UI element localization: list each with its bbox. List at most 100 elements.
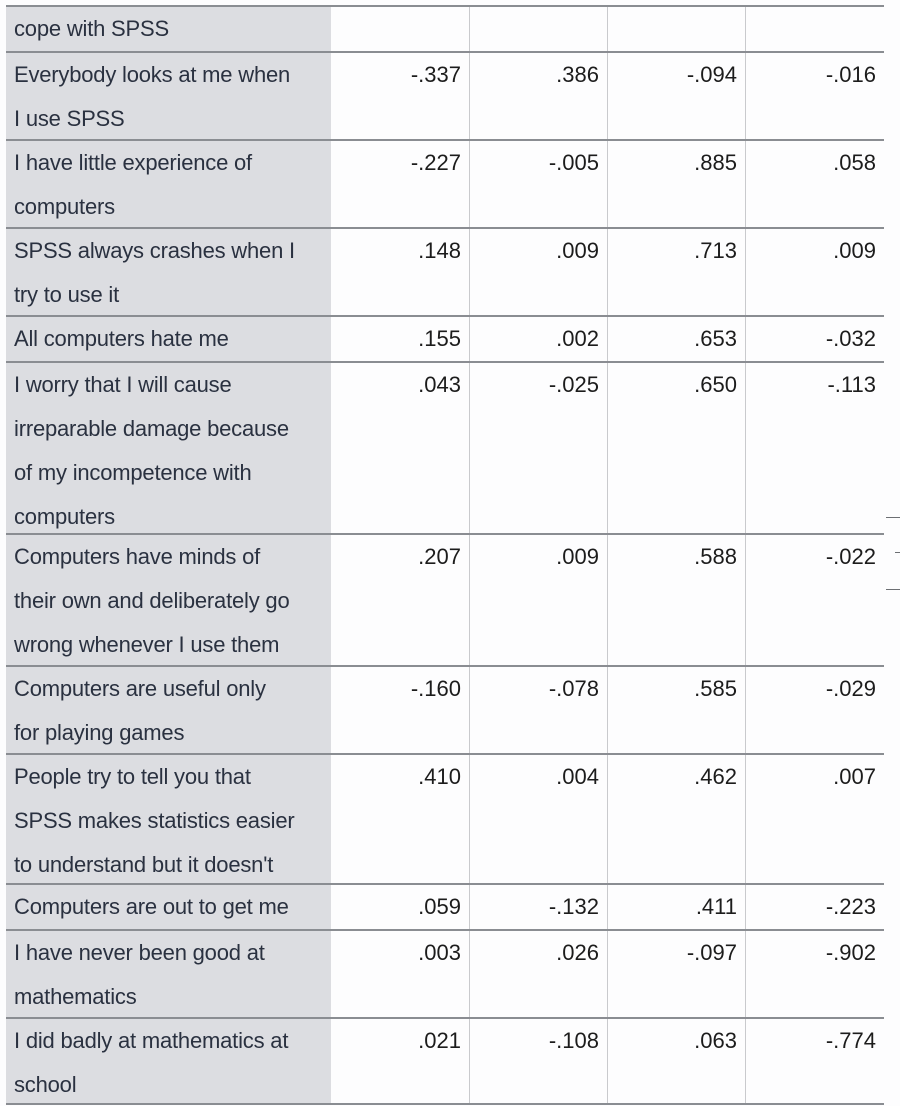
row-label-line: I have never been good at (14, 940, 265, 965)
loading-cell: .021 (331, 1019, 469, 1103)
row-label-line: Everybody looks at me when (14, 62, 291, 87)
loading-cell: .009 (469, 229, 607, 315)
loading-cell: .885 (607, 141, 745, 227)
row-label-line: try to use it (14, 282, 119, 307)
row-label-line: All computers hate me (14, 326, 229, 351)
loading-cell: .713 (607, 229, 745, 315)
loading-cell: .003 (331, 931, 469, 1017)
loading-cell: -.223 (745, 885, 884, 929)
loading-cell: -.902 (745, 931, 884, 1017)
table-row: I have never been good at mathematics .0… (6, 929, 884, 1017)
loading-cell: -.005 (469, 141, 607, 227)
loading-cell: .004 (469, 755, 607, 883)
loading-cell: -.108 (469, 1019, 607, 1103)
row-label: Computers are useful only for playing ga… (6, 667, 331, 753)
row-label-line: cope with SPSS (14, 16, 169, 41)
loading-cell: .059 (331, 885, 469, 929)
row-label-line: I worry that I will cause (14, 372, 232, 397)
table-row: I have little experience of computers -.… (6, 139, 884, 227)
row-label-line: of my incompetence with (14, 460, 252, 485)
row-label: SPSS always crashes when I try to use it (6, 229, 331, 315)
table-row: I did badly at mathematics at school .02… (6, 1017, 884, 1105)
loading-cell: -.097 (607, 931, 745, 1017)
loading-cell: .650 (607, 363, 745, 533)
row-label-line: school (14, 1072, 77, 1097)
row-label-line: mathematics (14, 984, 137, 1009)
loading-cell: -.337 (331, 53, 469, 139)
table-row: cope with SPSS (6, 5, 884, 51)
loading-cell: .043 (331, 363, 469, 533)
row-label-line: SPSS makes statistics easier (14, 808, 295, 833)
loading-cell: .009 (745, 229, 884, 315)
loading-cell: .588 (607, 535, 745, 665)
loading-cell: -.022 (745, 535, 884, 665)
loading-cell: .386 (469, 53, 607, 139)
row-label: People try to tell you that SPSS makes s… (6, 755, 331, 883)
loading-cell: -.113 (745, 363, 884, 533)
row-label: cope with SPSS (6, 7, 331, 51)
table-row: All computers hate me .155 .002 .653 -.0… (6, 315, 884, 361)
factor-loadings-table: cope with SPSS Everybody looks at me whe… (6, 5, 884, 1105)
row-label: I did badly at mathematics at school (6, 1019, 331, 1103)
table-row: Everybody looks at me when I use SPSS -.… (6, 51, 884, 139)
loading-cell: .148 (331, 229, 469, 315)
row-label-line: wrong whenever I use them (14, 632, 280, 657)
loading-cell (331, 7, 469, 51)
loading-cell: .002 (469, 317, 607, 361)
loading-cell: -.132 (469, 885, 607, 929)
loading-cell: .410 (331, 755, 469, 883)
loading-cell: .207 (331, 535, 469, 665)
row-label: I worry that I will cause irreparable da… (6, 363, 331, 533)
loading-cell (745, 7, 884, 51)
row-label-line: computers (14, 194, 115, 219)
row-label-line: irreparable damage because (14, 416, 289, 441)
table-row: I worry that I will cause irreparable da… (6, 361, 884, 533)
row-label: All computers hate me (6, 317, 331, 361)
loading-cell: .411 (607, 885, 745, 929)
row-label: Computers are out to get me (6, 885, 331, 929)
row-label-line: People try to tell you that (14, 764, 251, 789)
loading-cell: -.227 (331, 141, 469, 227)
row-label: Everybody looks at me when I use SPSS (6, 53, 331, 139)
row-label-line: computers (14, 504, 115, 529)
table-row: SPSS always crashes when I try to use it… (6, 227, 884, 315)
loading-cell: -.032 (745, 317, 884, 361)
row-label-line: for playing games (14, 720, 185, 745)
row-label: I have little experience of computers (6, 141, 331, 227)
loading-cell: .026 (469, 931, 607, 1017)
table-row: Computers are out to get me .059 -.132 .… (6, 883, 884, 929)
loading-cell: .058 (745, 141, 884, 227)
table-row: People try to tell you that SPSS makes s… (6, 753, 884, 883)
row-label-line: to understand but it doesn't (14, 852, 274, 877)
loading-cell: -.094 (607, 53, 745, 139)
loading-cell (607, 7, 745, 51)
row-label-line: their own and deliberately go (14, 588, 290, 613)
loading-cell: -.029 (745, 667, 884, 753)
loading-cell: .007 (745, 755, 884, 883)
loading-cell (469, 7, 607, 51)
row-label: Computers have minds of their own and de… (6, 535, 331, 665)
loading-cell: .155 (331, 317, 469, 361)
loading-cell: .462 (607, 755, 745, 883)
table-row: Computers have minds of their own and de… (6, 533, 884, 665)
edge-line-artifact (886, 517, 900, 518)
row-label: I have never been good at mathematics (6, 931, 331, 1017)
loading-cell: .063 (607, 1019, 745, 1103)
loading-cell: -.078 (469, 667, 607, 753)
row-label-line: Computers are out to get me (14, 894, 289, 919)
loading-cell: .653 (607, 317, 745, 361)
row-label-line: Computers have minds of (14, 544, 261, 569)
loading-cell: .009 (469, 535, 607, 665)
row-label-line: SPSS always crashes when I (14, 238, 295, 263)
loading-cell: -.025 (469, 363, 607, 533)
loading-cell: -.016 (745, 53, 884, 139)
loading-cell: -.774 (745, 1019, 884, 1103)
edge-line-artifact (886, 589, 900, 590)
row-label-line: I have little experience of (14, 150, 252, 175)
row-label-line: I did badly at mathematics at (14, 1028, 289, 1053)
row-label-line: I use SPSS (14, 106, 125, 131)
row-label-line: Computers are useful only (14, 676, 266, 701)
loading-cell: -.160 (331, 667, 469, 753)
table-row: Computers are useful only for playing ga… (6, 665, 884, 753)
loading-cell: .585 (607, 667, 745, 753)
